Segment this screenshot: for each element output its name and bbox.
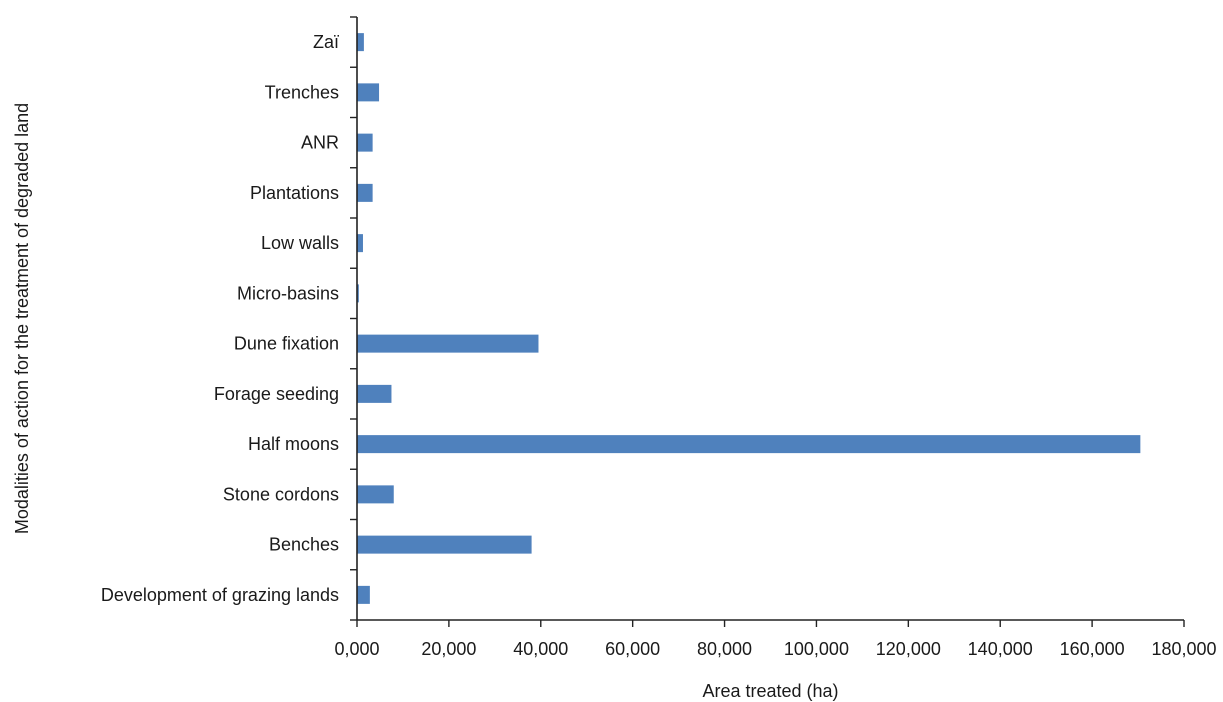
bars-group: [350, 16, 1141, 621]
category-label: Micro-basins: [237, 283, 339, 303]
y-axis-title: Modalities of action for the treatment o…: [12, 103, 32, 534]
category-label: Plantations: [250, 183, 339, 203]
category-label: Half moons: [248, 434, 339, 454]
category-label: Benches: [269, 535, 339, 555]
category-label: Stone cordons: [223, 484, 339, 504]
bar-dune-fixation: [357, 334, 539, 353]
bar-development-of-grazing-lands: [357, 585, 370, 604]
x-tick-label: 120,000: [876, 639, 941, 659]
bar-forage-seeding: [357, 384, 392, 403]
category-label: Low walls: [261, 233, 339, 253]
bar-benches: [357, 535, 532, 554]
bar-stone-cordons: [357, 485, 394, 504]
x-tick-label: 100,000: [784, 639, 849, 659]
bar-za-: [357, 33, 364, 52]
x-tick-label: 40,000: [513, 639, 568, 659]
bar-micro-basins: [357, 284, 359, 303]
category-label: Zaï: [313, 32, 339, 52]
x-axis-title: Area treated (ha): [702, 681, 838, 701]
bar-low-walls: [357, 234, 363, 253]
category-label: Development of grazing lands: [101, 585, 339, 605]
x-tick-label: 80,000: [697, 639, 752, 659]
category-label: Trenches: [265, 82, 339, 102]
x-tick-label: 160,000: [1060, 639, 1125, 659]
bar-trenches: [357, 83, 380, 102]
bar-plantations: [357, 183, 373, 202]
bar-half-moons: [357, 435, 1141, 454]
bar-anr: [357, 133, 373, 152]
x-tick-label: 140,000: [968, 639, 1033, 659]
category-label: ANR: [301, 133, 339, 153]
x-tick-label: 20,000: [421, 639, 476, 659]
x-tick-label: 60,000: [605, 639, 660, 659]
category-label: Dune fixation: [234, 334, 339, 354]
x-tick-label: 0,000: [334, 639, 379, 659]
category-labels-group: Zaï Trenches ANR Plantations Low walls Micro-…: [101, 32, 339, 605]
category-label: Forage seeding: [214, 384, 339, 404]
x-tick-label: 180,000: [1151, 639, 1216, 659]
x-ticks-group: 0,000 20,000 40,000 60,000 80,000 100,000 120,…: [334, 620, 1217, 659]
